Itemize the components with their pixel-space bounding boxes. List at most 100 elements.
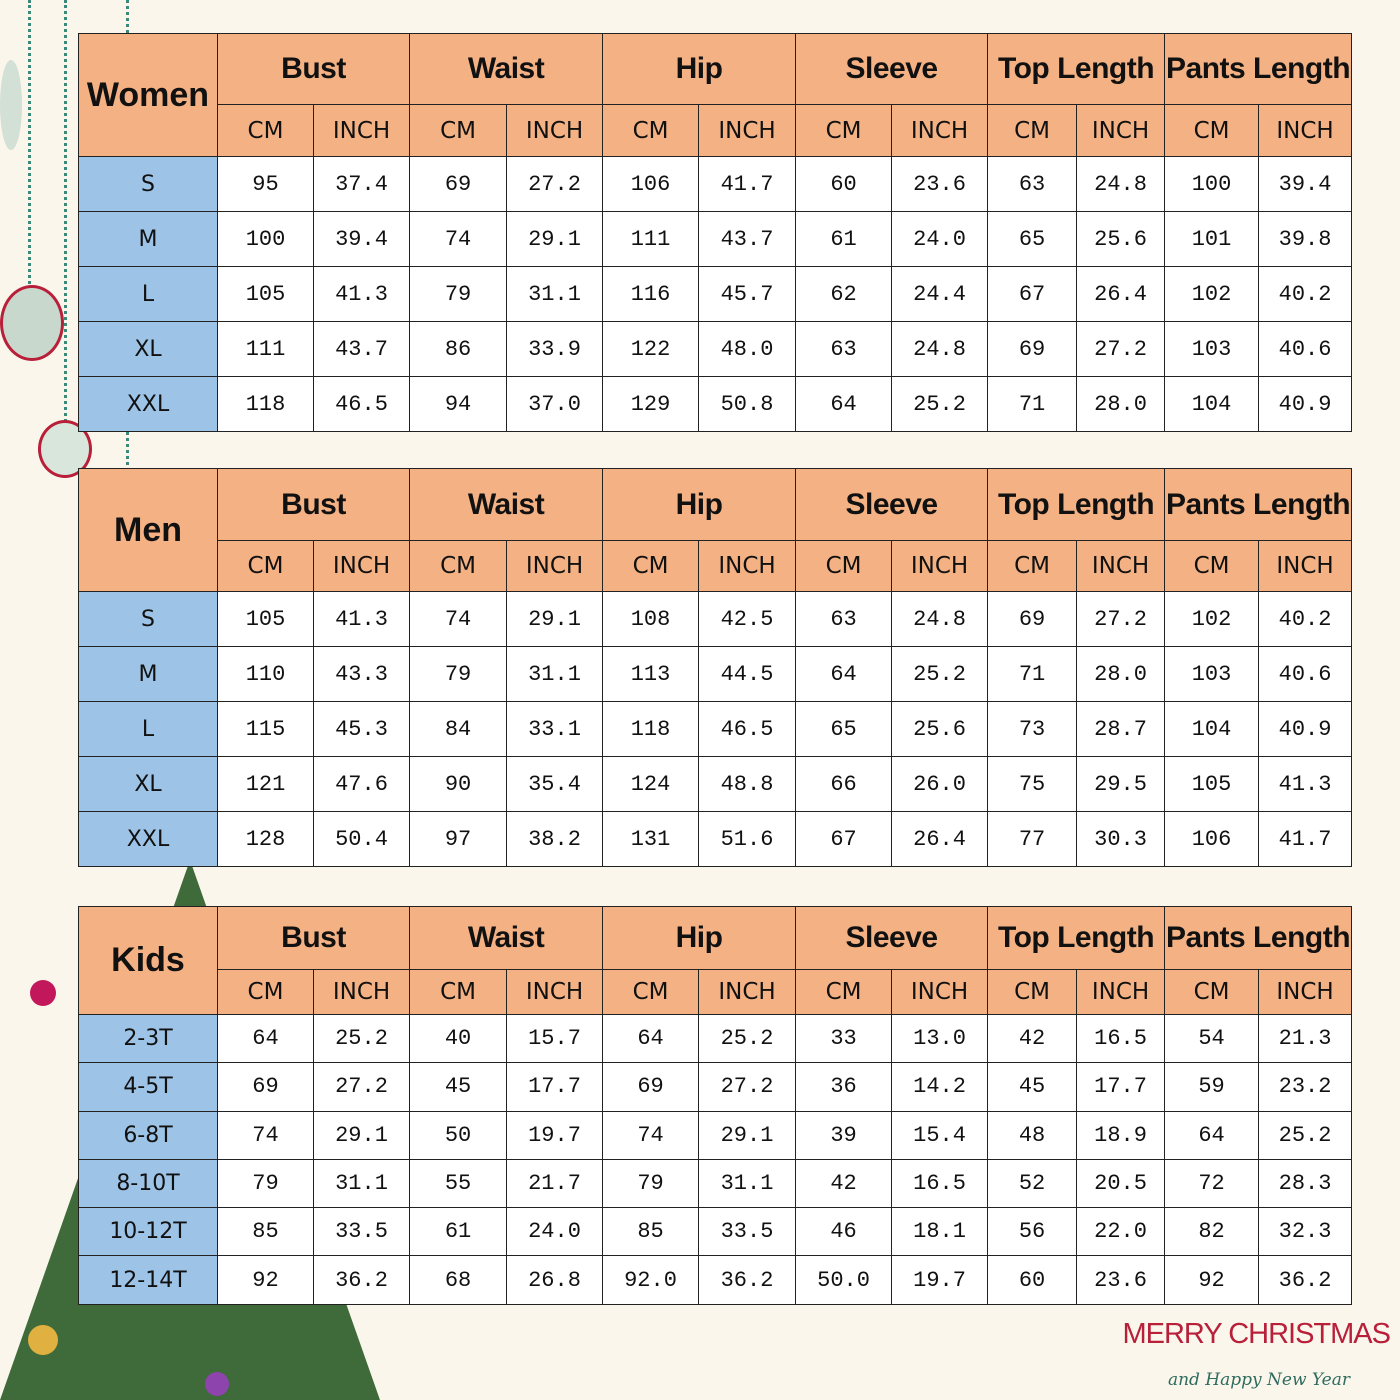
measurement-cell: 37.4	[312, 156, 411, 212]
size-label: L	[78, 701, 218, 757]
measurement-cell: 121	[217, 756, 314, 812]
measurement-cell: 41.3	[1258, 756, 1353, 812]
measurement-cell: 29.1	[312, 1110, 411, 1160]
measurement-cell: 82	[1164, 1207, 1260, 1257]
measurement-cell: 33.1	[506, 701, 604, 757]
measurement-cell: 28.3	[1258, 1158, 1353, 1209]
measurement-cell: 60	[987, 1255, 1078, 1305]
measurement-cell: 74	[602, 1110, 700, 1160]
table-row: 10-12T 85 33.5 61 24.0 85 33.5 46 18.1 56 22.0 82 32…	[78, 1207, 1353, 1257]
size-label: 12-14T	[78, 1255, 218, 1305]
measurement-cell: 33.9	[506, 321, 604, 377]
column-group-header: Bust	[216, 33, 411, 105]
measurement-cell: 27.2	[1076, 321, 1166, 377]
measurement-cell: 19.7	[506, 1110, 604, 1160]
measurement-cell: 17.7	[1076, 1062, 1166, 1112]
measurement-cell: 105	[217, 266, 314, 322]
size-label: 8-10T	[78, 1158, 218, 1209]
measurement-cell: 37.0	[506, 376, 604, 432]
measurement-cell: 24.0	[891, 211, 989, 267]
measurement-cell: 92.0	[602, 1255, 700, 1305]
ornament-icon	[0, 285, 64, 361]
size-label: L	[78, 266, 218, 322]
measurement-cell: 15.4	[891, 1110, 989, 1160]
measurement-cell: 79	[409, 646, 508, 702]
measurement-cell: 21.7	[506, 1158, 604, 1209]
unit-header: CM	[987, 540, 1078, 592]
table-title: Kids	[78, 906, 218, 1015]
unit-header: INCH	[698, 104, 797, 157]
measurement-cell: 129	[602, 376, 700, 432]
measurement-cell: 45	[409, 1062, 508, 1112]
measurement-cell: 67	[795, 811, 893, 867]
measurement-cell: 64	[1164, 1110, 1260, 1160]
measurement-cell: 29.1	[506, 211, 604, 267]
measurement-cell: 118	[217, 376, 314, 432]
measurement-cell: 64	[795, 646, 893, 702]
measurement-cell: 40.9	[1258, 376, 1353, 432]
measurement-cell: 69	[987, 591, 1078, 647]
measurement-cell: 103	[1164, 321, 1260, 377]
column-group-header: Waist	[409, 468, 604, 541]
measurement-cell: 73	[987, 701, 1078, 757]
measurement-cell: 51.6	[698, 811, 797, 867]
column-group-header: Top Length	[987, 468, 1166, 541]
measurement-cell: 45.3	[312, 701, 411, 757]
measurement-cell: 103	[1164, 646, 1260, 702]
measurement-cell: 79	[217, 1158, 314, 1209]
kids-size-table: Kids Bust Waist Hip Sleeve Top Length Pants Le…	[78, 906, 1353, 1305]
measurement-cell: 92	[1164, 1255, 1260, 1305]
unit-header: CM	[602, 104, 700, 157]
unit-header: CM	[217, 540, 314, 592]
column-group-header: Waist	[409, 906, 604, 970]
unit-header: INCH	[506, 969, 604, 1015]
measurement-cell: 23.2	[1258, 1062, 1353, 1112]
measurement-cell: 100	[1164, 156, 1260, 212]
column-group-header: Top Length	[987, 906, 1166, 970]
measurement-cell: 113	[602, 646, 700, 702]
table-title: Men	[78, 468, 218, 592]
measurement-cell: 50.4	[312, 811, 411, 867]
measurement-cell: 31.1	[312, 1158, 411, 1209]
measurement-cell: 48.8	[698, 756, 797, 812]
measurement-cell: 43.7	[698, 211, 797, 267]
unit-header: INCH	[1258, 969, 1353, 1015]
unit-header: CM	[217, 969, 314, 1015]
measurement-cell: 52	[987, 1158, 1078, 1209]
measurement-cell: 13.0	[891, 1013, 989, 1064]
measurement-cell: 71	[987, 376, 1078, 432]
ornament-string	[64, 0, 67, 440]
measurement-cell: 74	[217, 1110, 314, 1160]
measurement-cell: 47.6	[312, 756, 411, 812]
measurement-cell: 36.2	[698, 1255, 797, 1305]
measurement-cell: 59	[1164, 1062, 1260, 1112]
table-row: S 105 41.3 74 29.1 108 42.5 63 24.8 69 27.2 102 40.2	[78, 591, 1353, 647]
table-row: 6-8T 74 29.1 50 19.7 74 29.1 39 15.4 48 18.9 64 25.2	[78, 1110, 1353, 1160]
unit-header: INCH	[1258, 104, 1353, 157]
measurement-cell: 64	[795, 376, 893, 432]
measurement-cell: 101	[1164, 211, 1260, 267]
measurement-cell: 19.7	[891, 1255, 989, 1305]
measurement-cell: 40.2	[1258, 266, 1353, 322]
measurement-cell: 21.3	[1258, 1013, 1353, 1064]
unit-header: CM	[987, 969, 1078, 1015]
measurement-cell: 28.0	[1076, 646, 1166, 702]
measurement-cell: 102	[1164, 591, 1260, 647]
measurement-cell: 33.5	[698, 1207, 797, 1257]
measurement-cell: 40.6	[1258, 646, 1353, 702]
measurement-cell: 50	[409, 1110, 508, 1160]
measurement-cell: 39.4	[312, 211, 411, 267]
measurement-cell: 14.2	[891, 1062, 989, 1112]
unit-header: CM	[795, 969, 893, 1015]
table-row: XXL 118 46.5 94 37.0 129 50.8 64 25.2 71 28.0 104 40…	[78, 376, 1353, 432]
measurement-cell: 116	[602, 266, 700, 322]
measurement-cell: 24.8	[891, 321, 989, 377]
measurement-cell: 38.2	[506, 811, 604, 867]
measurement-cell: 29.1	[506, 591, 604, 647]
measurement-cell: 74	[409, 591, 508, 647]
measurement-cell: 66	[795, 756, 893, 812]
measurement-cell: 28.0	[1076, 376, 1166, 432]
column-group-header: Pants Length	[1164, 906, 1353, 970]
measurement-cell: 24.8	[891, 591, 989, 647]
measurement-cell: 118	[602, 701, 700, 757]
